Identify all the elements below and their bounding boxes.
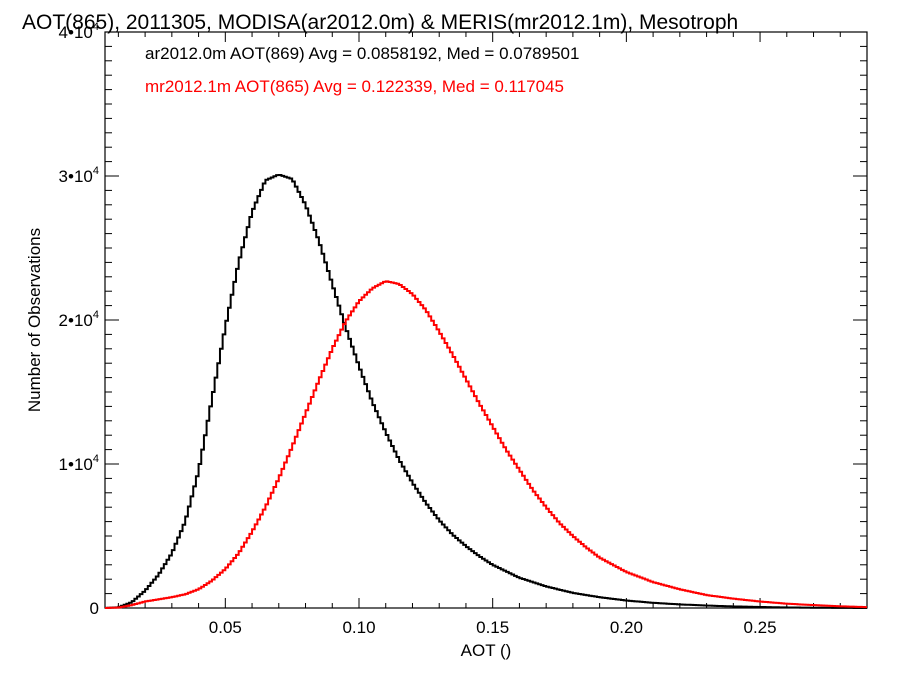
y-tick-base: 3•10 xyxy=(59,167,93,186)
y-tick-label: 4•104 xyxy=(59,21,99,42)
legend: ar2012.0m AOT(869) Avg = 0.0858192, Med … xyxy=(145,44,579,96)
y-tick-label: 1•104 xyxy=(59,453,99,474)
y-tick-base: 0 xyxy=(90,599,99,618)
y-tick-base: 1•10 xyxy=(59,455,93,474)
x-tick-label: 0.10 xyxy=(342,618,375,637)
x-tick-label: 0.20 xyxy=(610,618,643,637)
y-tick-exponent: 4 xyxy=(93,21,99,33)
series-layer xyxy=(105,173,867,609)
y-tick-exponent: 4 xyxy=(93,453,99,465)
y-tick-base: 4•10 xyxy=(59,23,93,42)
x-tick-label: 0.25 xyxy=(744,618,777,637)
x-tick-label: 0.15 xyxy=(476,618,509,637)
legend-entry-mr2012: mr2012.1m AOT(865) Avg = 0.122339, Med =… xyxy=(145,77,564,96)
series-line-ar2012.0m xyxy=(105,173,867,609)
y-tick-label: 2•104 xyxy=(59,309,99,330)
x-axis: 0.05 0.10 0.15 0.20 0.25 xyxy=(117,32,841,637)
y-tick-exponent: 4 xyxy=(93,309,99,321)
y-tick-label: 3•104 xyxy=(59,165,99,186)
series-line-mr2012.1m xyxy=(105,280,867,609)
plot-frame xyxy=(104,31,868,609)
y-tick-base: 2•10 xyxy=(59,311,93,330)
y-tick-exponent: 4 xyxy=(93,165,99,177)
legend-entry-ar2012: ar2012.0m AOT(869) Avg = 0.0858192, Med … xyxy=(145,44,579,63)
y-axis-label: Number of Observations xyxy=(25,228,44,412)
x-tick-label: 0.05 xyxy=(209,618,242,637)
chart-title: AOT(865), 2011305, MODISA(ar2012.0m) & M… xyxy=(22,11,738,34)
x-axis-label: AOT () xyxy=(461,641,512,660)
y-tick-label: 0 xyxy=(90,599,99,618)
